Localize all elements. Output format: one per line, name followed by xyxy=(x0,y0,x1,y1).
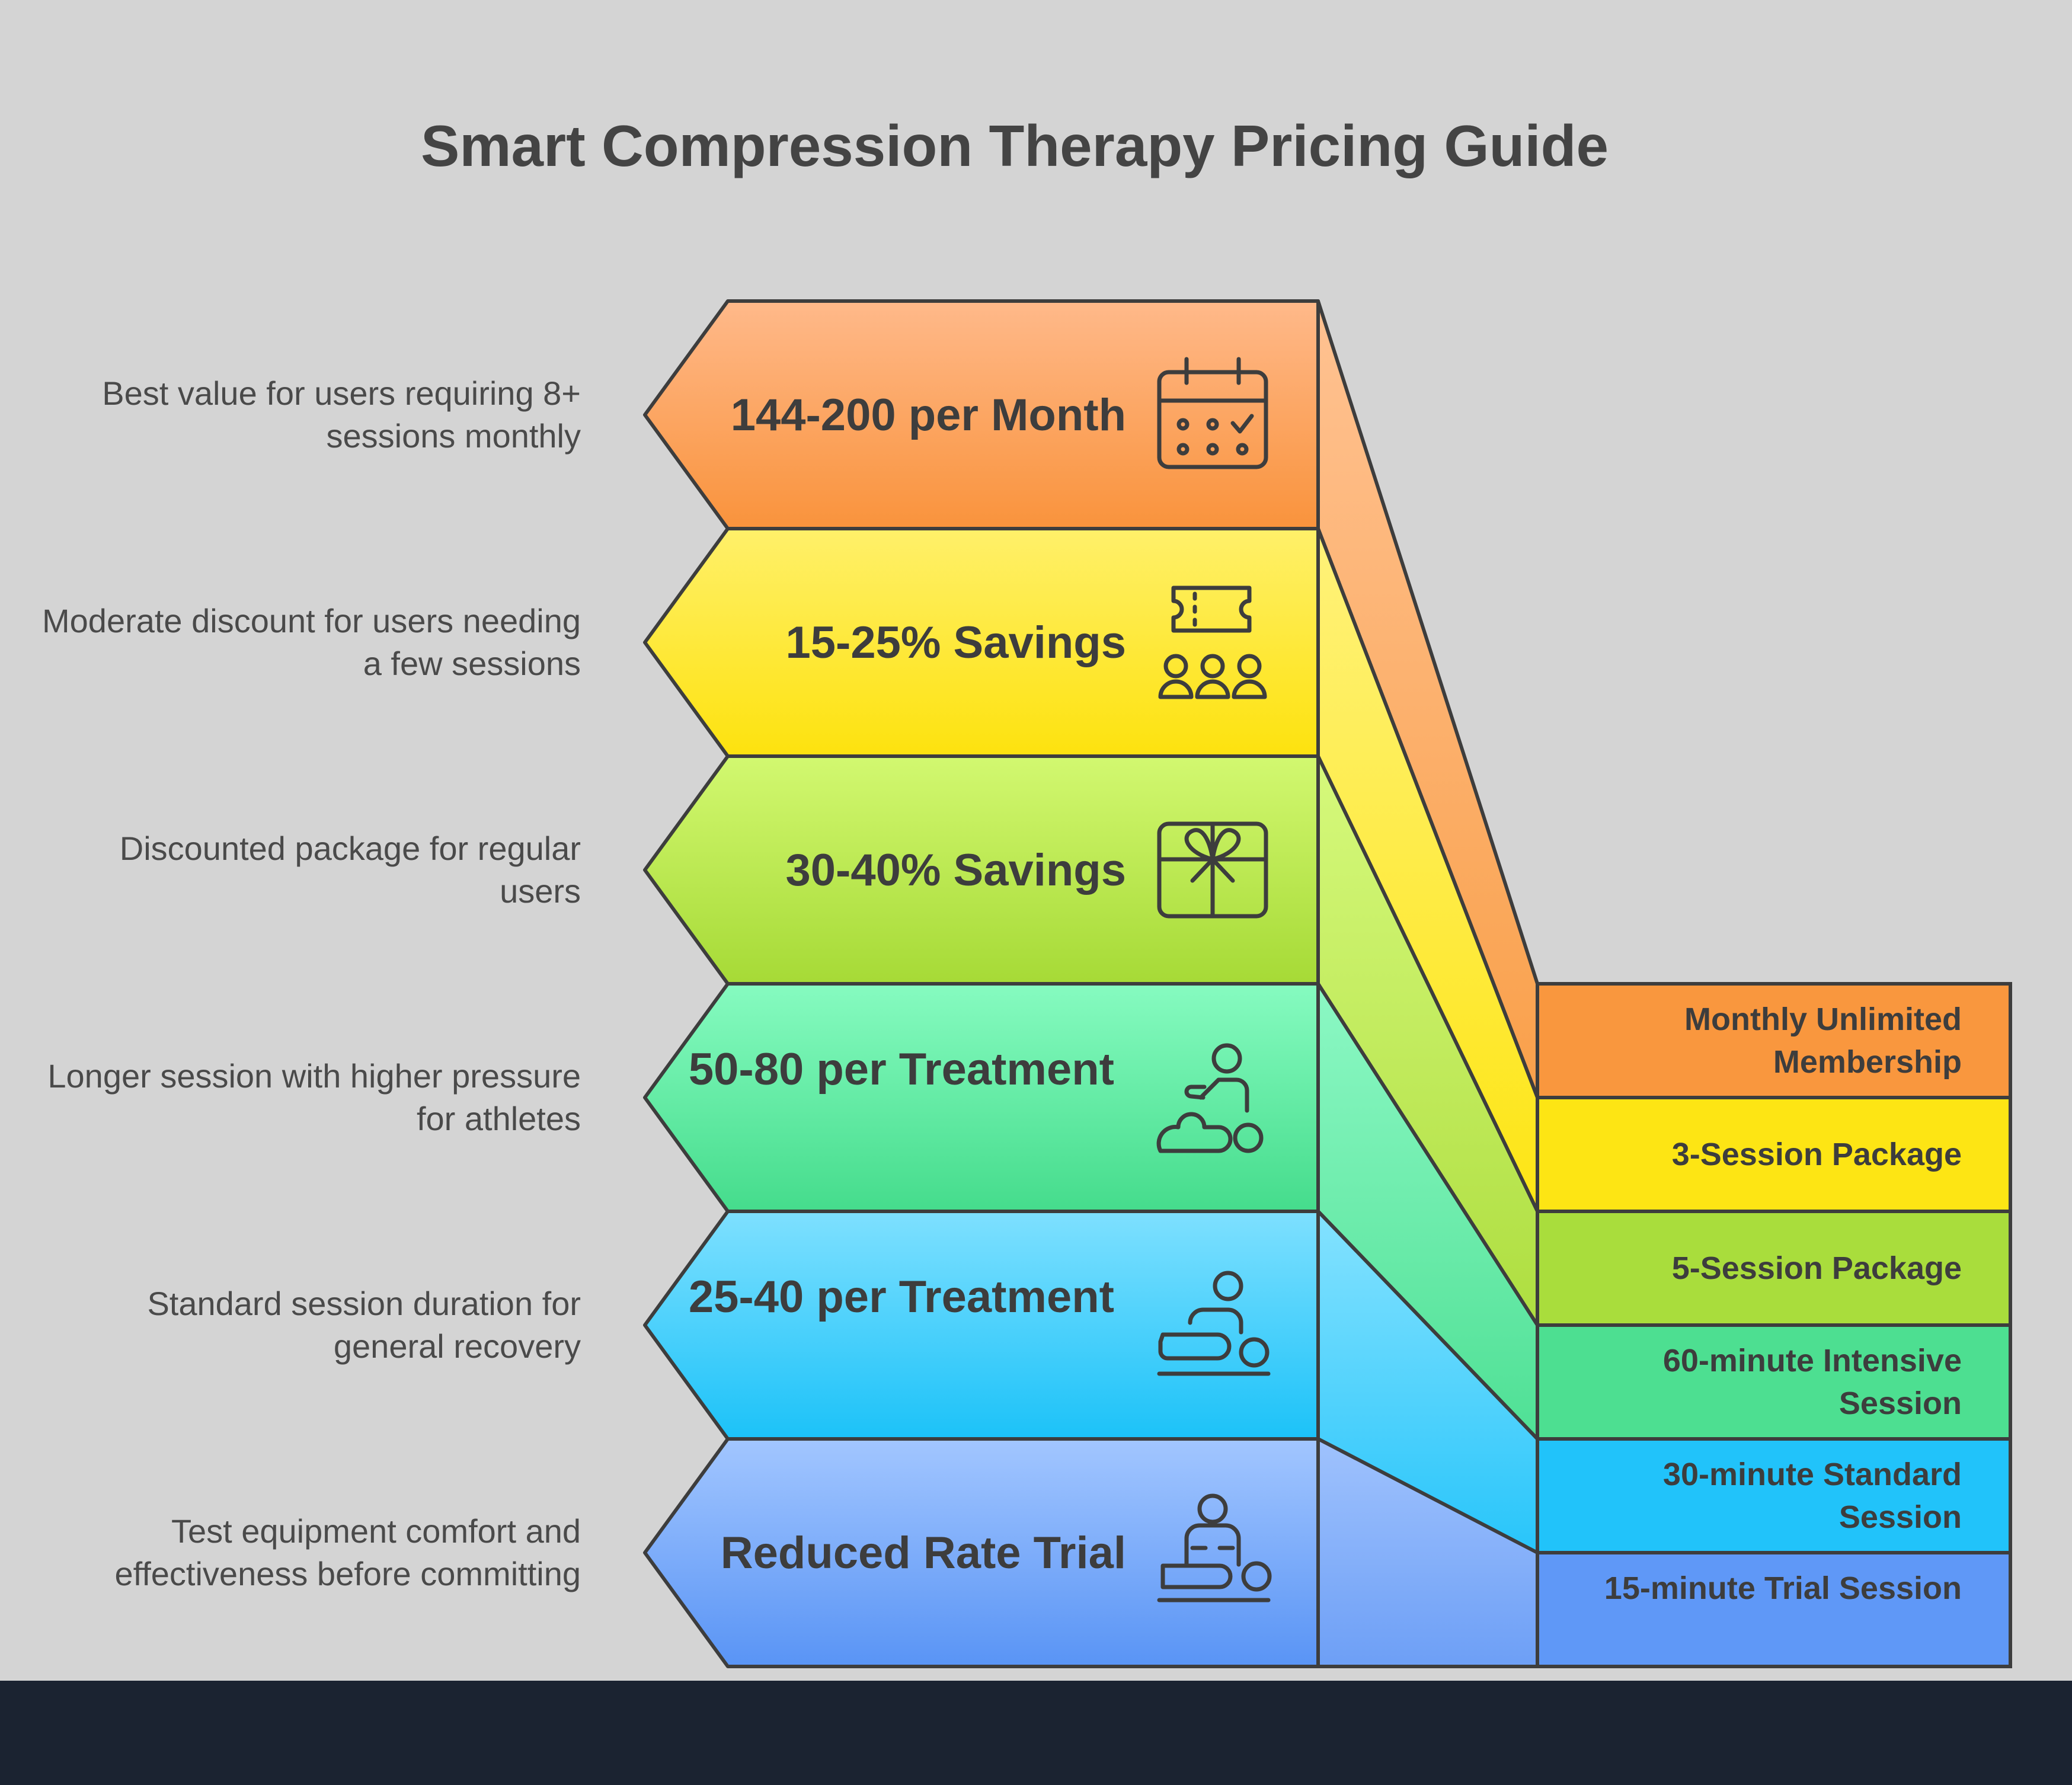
tier-step-3-session xyxy=(643,527,1320,758)
option-label-60-minute: 60-minute Intensive Session xyxy=(1662,1343,1962,1421)
tier-step-15-minute xyxy=(643,1437,1320,1668)
tier-price-15-minute: Reduced Rate Trial xyxy=(720,1528,1126,1578)
tier-description-30-minute: Standard session duration for general re… xyxy=(147,1285,581,1365)
tier-description-5-session: Discounted package for regular users xyxy=(119,830,581,910)
page-title: Smart Compression Therapy Pricing Guide xyxy=(420,113,1609,178)
tier-description-3-session: Moderate discount for users needing a fe… xyxy=(42,602,581,682)
tier-description-15-minute: Test equipment comfort and effectiveness… xyxy=(114,1512,581,1592)
option-box-30-minute xyxy=(1536,1437,2012,1554)
massage-table-icon xyxy=(1157,1271,1271,1376)
gift-box-icon xyxy=(1157,821,1268,919)
option-label-15-minute: 15-minute Trial Session xyxy=(1604,1570,1962,1606)
tier-price-60-minute: 50-80 per Treatment xyxy=(688,1044,1114,1095)
tier-step-5-session xyxy=(643,754,1320,986)
ticket-group-icon xyxy=(1158,586,1267,699)
massage-trial-icon xyxy=(1157,1493,1272,1602)
option-box-monthly xyxy=(1536,982,2012,1099)
option-label-5-session: 5-Session Package xyxy=(1671,1250,1962,1286)
calendar-check-icon xyxy=(1157,357,1268,469)
option-box-5-session xyxy=(1536,1210,2012,1327)
option-box-3-session xyxy=(1536,1096,2012,1213)
tier-price-30-minute: 25-40 per Treatment xyxy=(688,1272,1114,1322)
footer-bar xyxy=(0,1681,2072,1785)
tier-step-monthly xyxy=(643,299,1320,530)
tier-price-3-session: 15-25% Savings xyxy=(785,618,1126,668)
tier-description-60-minute: Longer session with higher pressure for … xyxy=(47,1057,581,1137)
tier-price-monthly: 144-200 per Month xyxy=(730,390,1126,440)
massage-therapist-icon xyxy=(1156,1043,1264,1153)
tier-description-monthly: Best value for users requiring 8+ sessio… xyxy=(102,375,581,455)
tier-price-5-session: 30-40% Savings xyxy=(785,845,1126,895)
tier-step-60-minute xyxy=(643,982,1320,1213)
option-box-15-minute xyxy=(1536,1551,2012,1668)
option-label-monthly: Monthly Unlimited Membership xyxy=(1684,1002,1962,1080)
tier-step-30-minute xyxy=(643,1210,1320,1441)
option-label-30-minute: 30-minute Standard Session xyxy=(1662,1457,1962,1535)
option-label-3-session: 3-Session Package xyxy=(1671,1137,1962,1172)
